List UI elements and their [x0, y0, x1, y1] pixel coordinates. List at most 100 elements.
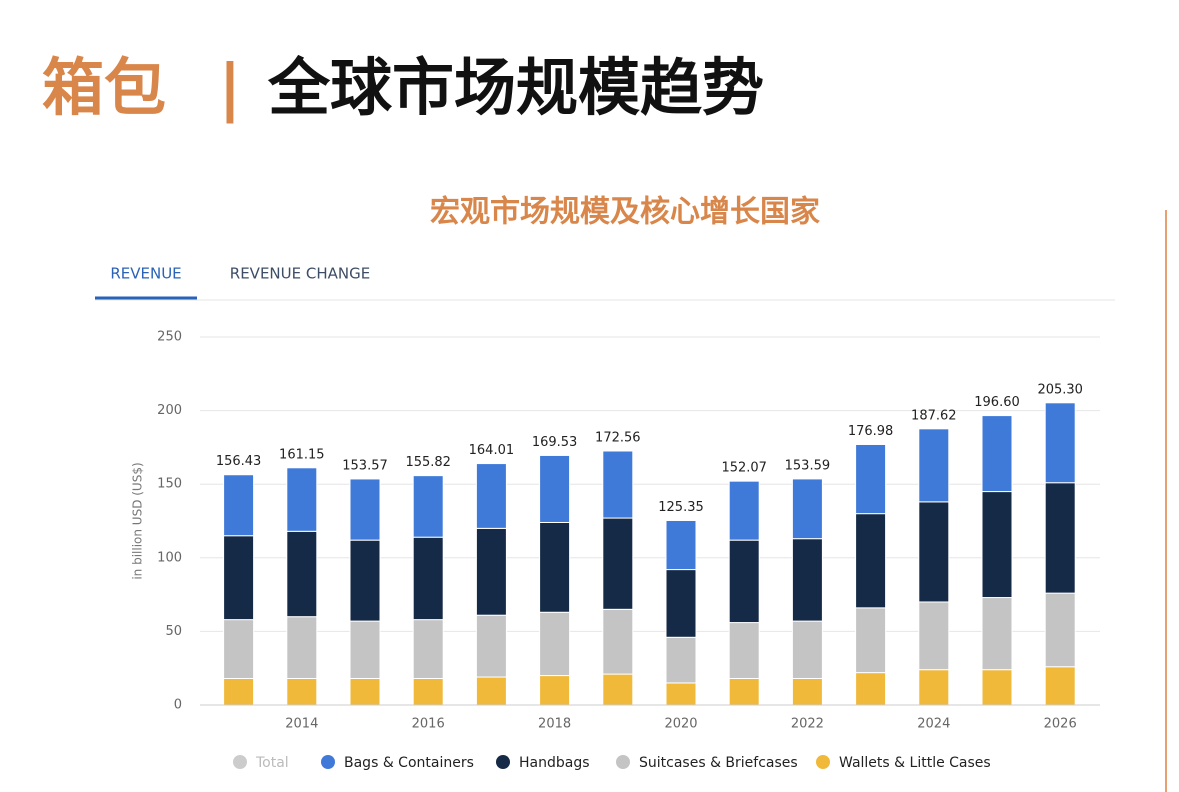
legend-swatch — [496, 755, 510, 769]
bar-segment — [918, 428, 950, 503]
bar-segment — [981, 597, 1013, 671]
bar-segment — [349, 620, 381, 680]
total-label: 161.15 — [279, 447, 325, 462]
bar-segment — [791, 478, 823, 540]
bar-segment — [286, 467, 318, 532]
bar-segment — [728, 539, 760, 624]
bar-segment — [728, 480, 760, 541]
bar-segment — [981, 415, 1013, 493]
bar-segment — [918, 601, 950, 671]
title-separator: | — [219, 51, 242, 125]
x-tick-label: 2022 — [791, 717, 824, 732]
bar-segment — [223, 474, 255, 537]
subtitle: 宏观市场规模及核心增长国家 — [430, 195, 820, 230]
x-tick-label: 2020 — [664, 717, 697, 732]
bar-segment — [728, 622, 760, 680]
bar-segment — [728, 678, 760, 706]
bar-segment — [602, 673, 634, 706]
total-label: 172.56 — [595, 430, 641, 445]
y-tick-label: 150 — [157, 477, 182, 492]
bar-segment — [349, 678, 381, 706]
bar-segment — [475, 527, 507, 616]
bar-segment — [918, 669, 950, 706]
x-tick-label: 2024 — [917, 717, 950, 732]
bar-segment — [223, 619, 255, 680]
bar-segment — [412, 619, 444, 680]
bar-segment — [1044, 592, 1076, 668]
bar-segment — [665, 569, 697, 638]
bar-segment — [981, 491, 1013, 599]
bar-segment — [602, 608, 634, 675]
bar-segment — [539, 454, 571, 523]
y-tick-label: 100 — [157, 550, 182, 565]
bar-segment — [223, 678, 255, 706]
bar-segment — [665, 682, 697, 706]
bar-segment — [855, 513, 887, 609]
bar-segment — [286, 678, 318, 706]
legend-swatch — [233, 755, 247, 769]
total-label: 156.43 — [216, 454, 262, 469]
bar-segment — [539, 611, 571, 677]
title-main: 全球市场规模趋势 — [267, 51, 764, 124]
total-label: 155.82 — [405, 455, 451, 470]
bar-segment — [791, 620, 823, 680]
bar-segment — [855, 672, 887, 706]
bar-segment — [791, 678, 823, 706]
bar-segment — [475, 463, 507, 529]
bar-segment — [539, 675, 571, 706]
bar-segment — [981, 669, 1013, 706]
legend-label: Handbags — [519, 755, 590, 771]
y-tick-label: 50 — [165, 624, 182, 639]
legend-swatch — [816, 755, 830, 769]
bar-segment — [475, 676, 507, 706]
bar-segment — [1044, 402, 1076, 484]
bar-segment — [602, 450, 634, 519]
bar-segment — [475, 614, 507, 678]
total-label: 196.60 — [974, 395, 1020, 410]
x-tick-label: 2026 — [1044, 717, 1077, 732]
bar-segment — [223, 535, 255, 621]
bar-segment — [412, 475, 444, 538]
bar-segment — [539, 521, 571, 613]
total-label: 125.35 — [658, 500, 704, 515]
tab-active[interactable]: REVENUE — [110, 265, 181, 283]
bar-segment — [855, 443, 887, 515]
total-label: 187.62 — [911, 408, 957, 423]
legend-swatch — [616, 755, 630, 769]
total-label: 153.57 — [342, 458, 388, 473]
legend-label: Suitcases & Briefcases — [639, 755, 798, 771]
bar-segment — [412, 536, 444, 621]
total-label: 205.30 — [1037, 382, 1083, 397]
bar-segment — [1044, 666, 1076, 706]
bar-segment — [602, 517, 634, 610]
x-tick-label: 2014 — [285, 717, 318, 732]
bar-segment — [855, 607, 887, 674]
total-label: 169.53 — [532, 435, 578, 450]
y-tick-label: 250 — [157, 330, 182, 345]
bar-segment — [349, 539, 381, 622]
tab[interactable]: REVENUE CHANGE — [230, 265, 370, 283]
total-label: 164.01 — [469, 443, 515, 458]
total-label: 152.07 — [721, 461, 767, 476]
y-tick-label: 0 — [174, 698, 182, 713]
bar-segment — [286, 530, 318, 618]
bar-segment — [286, 616, 318, 680]
bar-segment — [665, 636, 697, 684]
legend-label: Total — [255, 755, 289, 771]
bar-segment — [665, 519, 697, 571]
bar-segment — [791, 538, 823, 622]
total-label: 153.59 — [785, 458, 831, 473]
bar-segment — [349, 478, 381, 541]
title-accent: 箱包 — [42, 51, 166, 124]
legend-label: Wallets & Little Cases — [839, 755, 991, 771]
bar-segment — [918, 501, 950, 603]
y-axis-label: in billion USD (US$) — [131, 462, 145, 579]
legend-label: Bags & Containers — [344, 755, 474, 771]
y-tick-label: 200 — [157, 403, 182, 418]
total-label: 176.98 — [848, 424, 894, 439]
x-tick-label: 2018 — [538, 717, 571, 732]
x-tick-label: 2016 — [412, 717, 445, 732]
bar-segment — [1044, 482, 1076, 594]
legend-swatch — [321, 755, 335, 769]
